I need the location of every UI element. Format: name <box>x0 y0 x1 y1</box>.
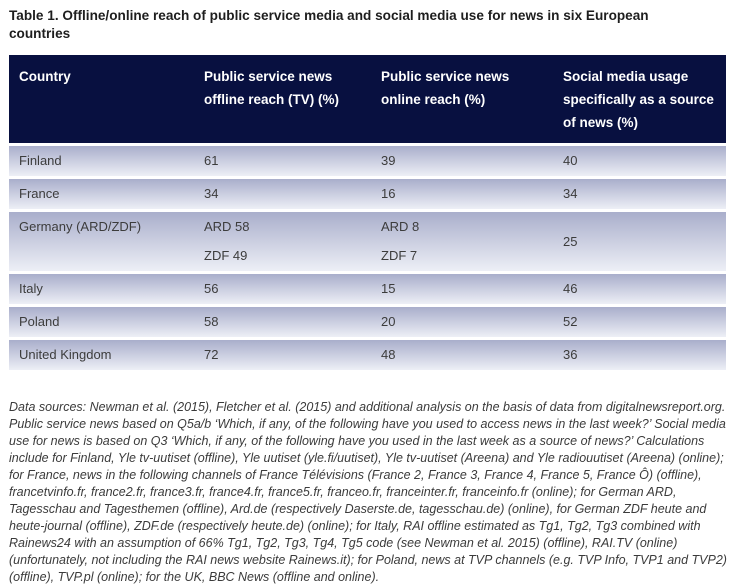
social-media-cell: 34 <box>553 179 726 209</box>
social-media-cell: 40 <box>553 146 726 176</box>
column-header-online-reach: Public service news online reach (%) <box>371 55 553 143</box>
online-reach-cell: 20 <box>371 307 553 337</box>
table-header-row: Country Public service news offline reac… <box>9 55 726 143</box>
social-media-cell: 46 <box>553 274 726 304</box>
online-zdf-value: ZDF 7 <box>381 248 418 263</box>
offline-zdf-value: ZDF 49 <box>204 248 248 263</box>
social-media-cell: 52 <box>553 307 726 337</box>
offline-ard-value: ARD 58 <box>204 219 250 234</box>
column-header-social-media: Social media usage specifically as a sou… <box>553 55 726 143</box>
offline-reach-cell: 61 <box>194 146 371 176</box>
online-reach-cell: 15 <box>371 274 553 304</box>
column-header-country: Country <box>9 55 194 143</box>
online-reach-cell: 39 <box>371 146 553 176</box>
data-table: Country Public service news offline reac… <box>9 52 726 373</box>
offline-reach-cell: 72 <box>194 340 371 370</box>
country-cell: United Kingdom <box>9 340 194 370</box>
social-media-cell: 25 <box>553 212 726 271</box>
offline-reach-cell: 34 <box>194 179 371 209</box>
country-cell: Poland <box>9 307 194 337</box>
data-sources-footnote: Data sources: Newman et al. (2015), Flet… <box>9 400 727 584</box>
country-cell: Germany (ARD/ZDF) <box>9 212 194 271</box>
table-row-italy: Italy 56 15 46 <box>9 274 726 304</box>
table-row-poland: Poland 58 20 52 <box>9 307 726 337</box>
online-reach-cell: 16 <box>371 179 553 209</box>
country-cell: France <box>9 179 194 209</box>
offline-reach-cell: 58 <box>194 307 371 337</box>
online-reach-cell: 48 <box>371 340 553 370</box>
online-ard-value: ARD 8 <box>381 219 420 234</box>
social-media-cell: 36 <box>553 340 726 370</box>
table-row-united-kingdom: United Kingdom 72 48 36 <box>9 340 726 370</box>
offline-reach-cell: ARD 58 ZDF 49 <box>194 212 371 271</box>
table-title: Table 1. Offline/online reach of public … <box>9 8 649 41</box>
table-row-germany: Germany (ARD/ZDF) ARD 58 ZDF 49 ARD 8 ZD… <box>9 212 726 271</box>
table-row-finland: Finland 61 39 40 <box>9 146 726 176</box>
country-cell: Italy <box>9 274 194 304</box>
online-reach-cell: ARD 8 ZDF 7 <box>371 212 553 271</box>
country-cell: Finland <box>9 146 194 176</box>
offline-reach-cell: 56 <box>194 274 371 304</box>
table-row-france: France 34 16 34 <box>9 179 726 209</box>
column-header-offline-reach: Public service news offline reach (TV) (… <box>194 55 371 143</box>
